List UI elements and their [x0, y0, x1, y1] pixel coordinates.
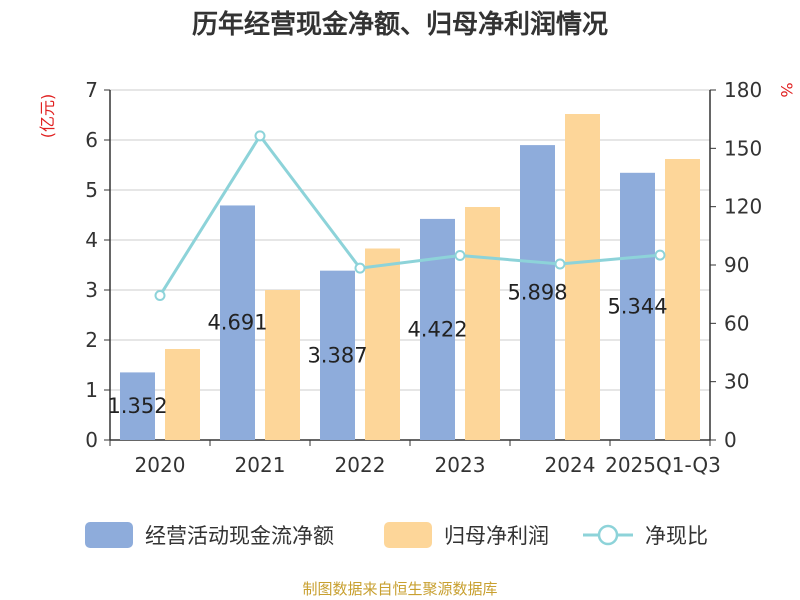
- right-axis-label: %: [777, 82, 796, 97]
- right-tick-label: 30: [724, 370, 749, 394]
- legend-label: 经营活动现金流净额: [145, 524, 334, 548]
- ratio-line-path: [158, 133, 661, 297]
- legend-swatch: [85, 522, 133, 548]
- x-tick-label: 2022: [335, 453, 386, 477]
- left-tick-label: 4: [85, 228, 98, 252]
- bar-profit: [665, 159, 700, 440]
- bar-value-label: 5.344: [607, 294, 667, 318]
- left-tick-label: 6: [85, 128, 98, 152]
- right-axis: 0 30 60 90 120 150 180: [709, 78, 762, 452]
- right-tick-label: 150: [724, 136, 762, 160]
- ratio-point: [554, 258, 566, 270]
- left-axis: 0 1 2 3 4 5 6 7: [85, 78, 111, 452]
- left-tick-label: 7: [85, 78, 98, 102]
- x-axis: 2020 2021 2022 2023 2024 2025Q1-Q3: [109, 439, 721, 477]
- data-labels: 1.352 4.691 3.387 4.422 5.898 5.344: [107, 281, 667, 419]
- grid: [110, 89, 710, 391]
- bar-cashflow: [320, 270, 355, 440]
- bar-cashflow: [120, 372, 155, 440]
- legend-label: 归母净利润: [444, 524, 549, 548]
- bar-profit: [165, 349, 200, 440]
- bar-cashflow: [620, 172, 655, 441]
- left-tick-label: 2: [85, 328, 98, 352]
- right-tick-label: 90: [724, 253, 749, 277]
- bar-value-label: 5.898: [507, 281, 567, 305]
- left-tick-label: 1: [85, 378, 98, 402]
- bar-profit: [565, 114, 600, 440]
- ratio-point: [654, 249, 666, 261]
- right-tick-label: 60: [724, 311, 749, 335]
- left-axis-label: (亿元): [38, 94, 57, 139]
- x-tick-label: 2025Q1-Q3: [605, 453, 721, 477]
- legend: 经营活动现金流净额 归母净利润 净现比: [85, 522, 708, 548]
- ratio-line: [154, 130, 666, 302]
- right-tick-label: 0: [724, 428, 737, 452]
- bar-cashflow: [520, 145, 555, 440]
- legend-label: 净现比: [645, 524, 708, 548]
- legend-swatch: [384, 522, 432, 548]
- bar-profit: [265, 290, 300, 440]
- bar-value-label: 3.387: [307, 343, 367, 367]
- legend-point-swatch: [597, 524, 619, 546]
- bar-value-label: 4.422: [407, 317, 467, 341]
- right-tick-label: 120: [724, 195, 762, 219]
- bar-profit: [365, 248, 400, 440]
- x-tick-label: 2021: [235, 453, 286, 477]
- ratio-point: [454, 249, 466, 261]
- ratio-point: [254, 130, 266, 142]
- x-tick-label: 2024: [545, 453, 596, 477]
- bar-value-label: 4.691: [207, 311, 267, 335]
- bar-profit: [465, 207, 500, 440]
- bar-value-label: 1.352: [107, 394, 167, 418]
- ratio-point: [354, 262, 366, 274]
- bars: [120, 114, 700, 441]
- x-tick-label: 2023: [435, 453, 486, 477]
- ratio-point: [154, 290, 166, 302]
- bar-cashflow: [220, 205, 255, 440]
- left-tick-label: 0: [85, 428, 98, 452]
- left-tick-label: 3: [85, 278, 98, 302]
- chart-title: 历年经营现金净额、归母净利润情况: [192, 9, 608, 40]
- x-tick-label: 2020: [135, 453, 186, 477]
- source-note: 制图数据来自恒生聚源数据库: [302, 580, 497, 598]
- right-tick-label: 180: [724, 78, 762, 102]
- left-tick-label: 5: [85, 178, 98, 202]
